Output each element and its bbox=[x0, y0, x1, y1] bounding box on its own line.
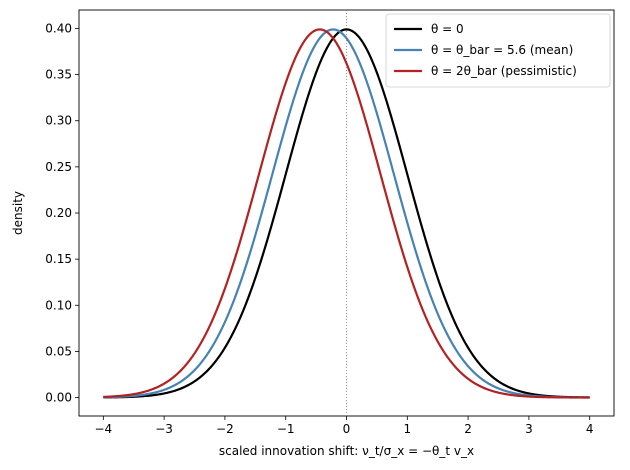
series-line-3 bbox=[103, 28, 590, 399]
series-line-2 bbox=[103, 28, 590, 399]
x-axis: −4 −3 −2 −1 0 1 2 3 4 bbox=[94, 416, 594, 436]
legend-label-3: θ = 2θ_bar (pessimistic) bbox=[431, 64, 577, 78]
x-tick-label: −1 bbox=[277, 422, 295, 436]
x-axis-label: scaled innovation shift: ν_t/σ_x = −θ_t … bbox=[219, 444, 474, 458]
legend-label-1: θ = 0 bbox=[431, 22, 464, 36]
y-tick-label: 0.15 bbox=[45, 252, 72, 266]
y-tick-label: 0.40 bbox=[45, 21, 72, 35]
x-tick-label: −2 bbox=[216, 422, 234, 436]
legend-label-2: θ = θ_bar = 5.6 (mean) bbox=[431, 43, 573, 57]
x-tick-label: −3 bbox=[155, 422, 173, 436]
legend: θ = 0 θ = θ_bar = 5.6 (mean) θ = 2θ_bar (p… bbox=[385, 13, 611, 88]
y-tick-label: 0.20 bbox=[45, 206, 72, 220]
y-axis: 0.00 0.05 0.10 0.15 0.20 0.25 0.30 0.35 0.40 bbox=[45, 21, 79, 405]
x-tick-label: 4 bbox=[586, 422, 594, 436]
y-tick-label: 0.10 bbox=[45, 298, 72, 312]
series-lines bbox=[103, 28, 590, 399]
series-line-1 bbox=[103, 28, 590, 399]
y-tick-label: 0.30 bbox=[45, 114, 72, 128]
y-tick-label: 0.35 bbox=[45, 68, 72, 82]
x-tick-label: 1 bbox=[403, 422, 411, 436]
y-axis-label: density bbox=[11, 191, 25, 235]
legend-box bbox=[385, 13, 611, 88]
x-tick-label: 3 bbox=[525, 422, 533, 436]
x-tick-label: 0 bbox=[343, 422, 351, 436]
y-tick-label: 0.05 bbox=[45, 344, 72, 358]
y-tick-label: 0.25 bbox=[45, 160, 72, 174]
plot-area: −4 −3 −2 −1 0 1 2 3 4 0.000.050.100.150.200.250.… bbox=[45, 9, 615, 436]
x-tick-label: 2 bbox=[464, 422, 472, 436]
x-tick-label: −4 bbox=[94, 422, 112, 436]
y-tick-label: 0.00 bbox=[45, 391, 72, 405]
